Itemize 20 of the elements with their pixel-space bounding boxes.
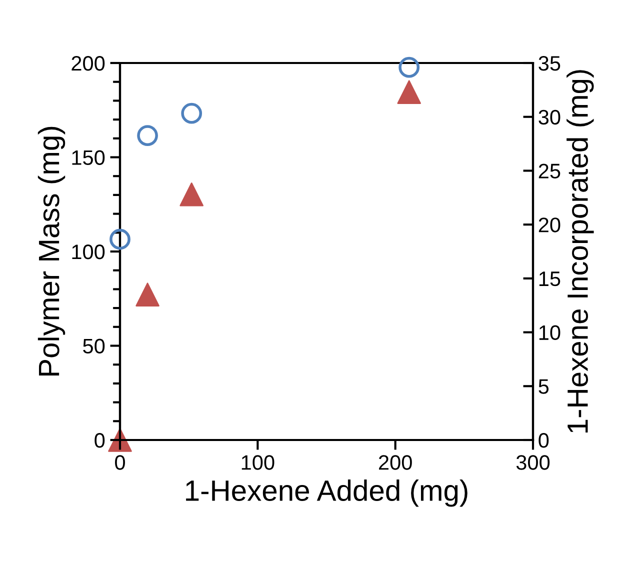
y2-tick-label: 0 (538, 433, 549, 448)
x-axis-title: 1-Hexene Added (mg) (186, 480, 468, 507)
y2-tick-label: 30 (538, 110, 560, 125)
y2-tick-label: 25 (538, 164, 560, 178)
y-tick-label: 0 (94, 433, 105, 448)
y-axis-title: Polymer Mass (mg) (38, 126, 66, 376)
y-tick-label: 200 (72, 56, 105, 71)
y-tick-label: 100 (72, 244, 105, 260)
y-tick-label: 50 (83, 338, 105, 354)
x-tick-label: 0 (115, 455, 125, 470)
y2-tick-label: 35 (538, 56, 560, 71)
x-tick-label: 300 (516, 455, 550, 470)
y2-axis-title: 1-Hexene Incorporated (mg) (566, 70, 594, 432)
y-tick-label: 150 (72, 150, 105, 166)
y2-tick-label: 10 (539, 325, 560, 340)
y2-tick-label: 15 (539, 272, 560, 286)
x-tick-label: 100 (242, 455, 274, 470)
x-tick-label: 200 (379, 455, 412, 470)
y2-tick-label: 5 (538, 379, 549, 394)
y2-tick-label: 20 (538, 218, 560, 232)
